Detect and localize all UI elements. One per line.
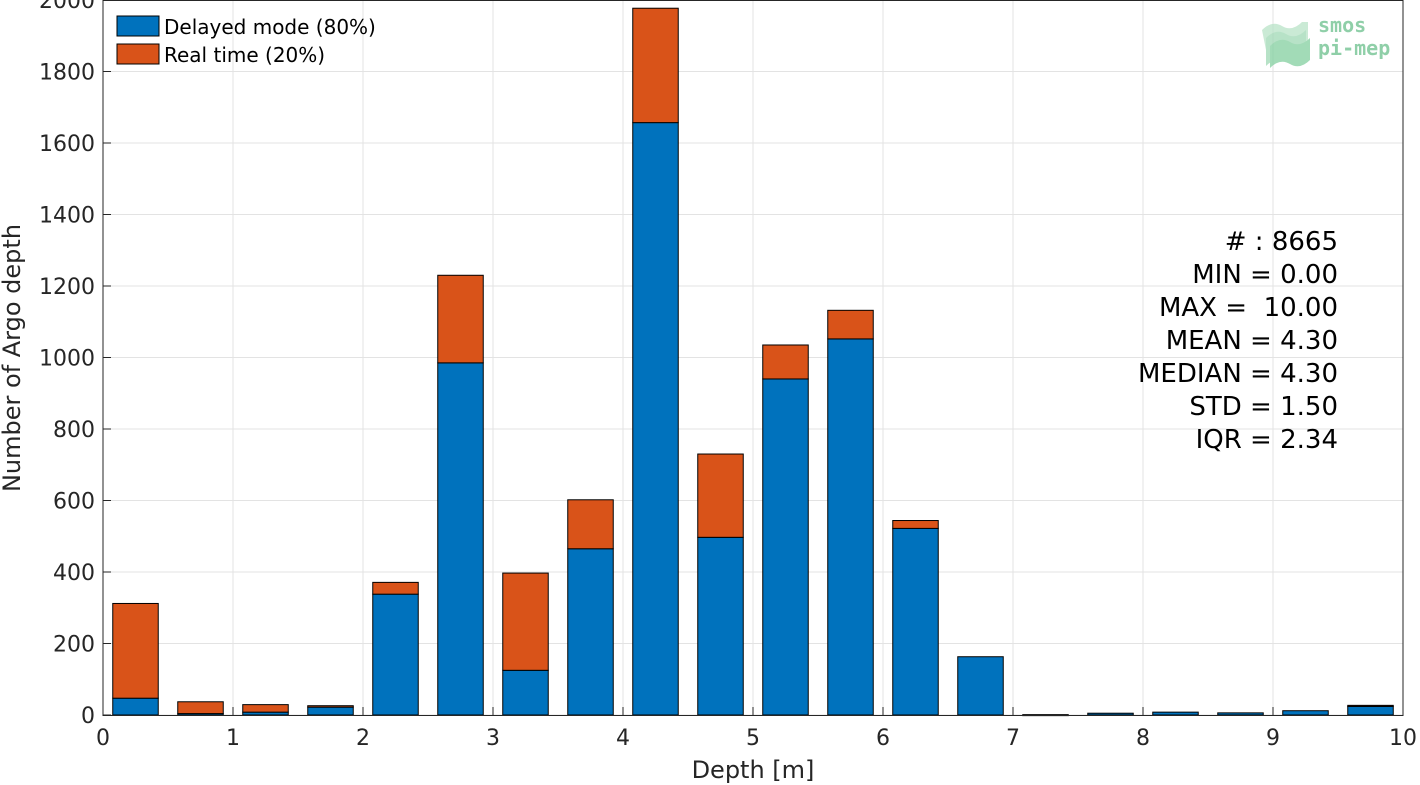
x-tick-label: 3 xyxy=(486,726,500,751)
x-axis-title: Depth [m] xyxy=(692,756,815,784)
y-tick-label: 1600 xyxy=(39,132,95,157)
bar-delayed-mode xyxy=(762,378,809,716)
bar-real-time xyxy=(762,344,809,380)
bar-delayed-mode xyxy=(1087,712,1134,716)
x-tick-label: 5 xyxy=(746,726,760,751)
stat-max: MAX = 10.00 xyxy=(1159,293,1338,323)
statistics-annotation: # : 8665 MIN = 0.00 MAX = 10.00 MEAN = 4… xyxy=(1138,227,1338,455)
legend-label-delayed-mode: Delayed mode (80%) xyxy=(164,15,376,39)
stat-std: STD = 1.50 xyxy=(1189,392,1338,422)
bar-delayed-mode xyxy=(632,122,679,716)
y-tick-label: 200 xyxy=(53,633,95,658)
bar-real-time xyxy=(372,581,419,595)
stat-min: MIN = 0.00 xyxy=(1192,260,1338,290)
bar-delayed-mode xyxy=(697,536,744,716)
bar-real-time xyxy=(632,7,679,124)
x-tick-label: 1 xyxy=(226,726,240,751)
bar-delayed-mode xyxy=(502,669,549,716)
x-tick-label: 7 xyxy=(1006,726,1020,751)
y-tick-label: 1800 xyxy=(39,61,95,86)
y-tick-label: 2000 xyxy=(39,0,95,14)
bar-delayed-mode xyxy=(1282,710,1329,716)
bar-real-time xyxy=(892,520,939,529)
x-tick-label: 2 xyxy=(356,726,370,751)
bar-real-time xyxy=(177,701,224,715)
logo-waves-icon xyxy=(1262,22,1310,68)
tick-labels: 0 1 2 3 4 5 6 7 8 9 10 0 200 400 600 800 1000 1200 1400 160… xyxy=(39,0,1417,751)
bar-delayed-mode xyxy=(827,338,874,716)
y-tick-label: 800 xyxy=(53,418,95,443)
x-tick-label: 10 xyxy=(1389,726,1417,751)
bar-delayed-mode xyxy=(112,697,159,716)
y-tick-label: 0 xyxy=(81,704,95,729)
smos-pi-mep-logo: smos pi-mep xyxy=(1262,13,1390,68)
legend: Delayed mode (80%) Real time (20%) xyxy=(116,15,376,67)
grid-lines xyxy=(102,0,1404,716)
y-tick-label: 1200 xyxy=(39,275,95,300)
legend-label-real-time: Real time (20%) xyxy=(164,43,325,67)
bar-delayed-mode xyxy=(1347,705,1394,716)
bar-real-time xyxy=(242,704,289,713)
stat-count: # : 8665 xyxy=(1225,227,1338,257)
bar-real-time xyxy=(112,602,159,699)
y-tick-label: 1400 xyxy=(39,204,95,229)
x-tick-label: 0 xyxy=(96,726,110,751)
bar-delayed-mode xyxy=(957,656,1004,716)
bar-delayed-mode xyxy=(372,593,419,716)
y-tick-label: 600 xyxy=(53,490,95,515)
bar-real-time xyxy=(697,453,744,538)
bar-delayed-mode xyxy=(1217,712,1264,716)
y-tick-label: 1000 xyxy=(39,347,95,372)
x-tick-label: 8 xyxy=(1136,726,1150,751)
bar-delayed-mode xyxy=(892,527,939,716)
logo-text-pi-mep: pi-mep xyxy=(1318,36,1390,60)
x-tick-label: 6 xyxy=(876,726,890,751)
stat-median: MEDIAN = 4.30 xyxy=(1138,359,1338,389)
bar-delayed-mode xyxy=(307,706,354,716)
logo-text-smos: smos xyxy=(1318,13,1366,37)
bar-real-time xyxy=(567,499,614,550)
bar-real-time xyxy=(307,705,354,708)
bar-delayed-mode xyxy=(1152,711,1199,716)
x-tick-label: 4 xyxy=(616,726,630,751)
y-tick-label: 400 xyxy=(53,561,95,586)
x-tick-label: 9 xyxy=(1266,726,1280,751)
bar-delayed-mode xyxy=(567,548,614,716)
bar-real-time xyxy=(827,309,874,340)
legend-swatch-real-time xyxy=(116,43,160,65)
stat-mean: MEAN = 4.30 xyxy=(1166,326,1338,356)
bar-real-time xyxy=(502,572,549,671)
stat-iqr: IQR = 2.34 xyxy=(1196,425,1338,455)
bar-real-time xyxy=(437,274,484,364)
bar-delayed-mode xyxy=(437,362,484,716)
bar-real-time xyxy=(1347,704,1394,707)
y-axis-title: Number of Argo depth xyxy=(0,224,26,492)
legend-swatch-delayed-mode xyxy=(116,15,160,37)
